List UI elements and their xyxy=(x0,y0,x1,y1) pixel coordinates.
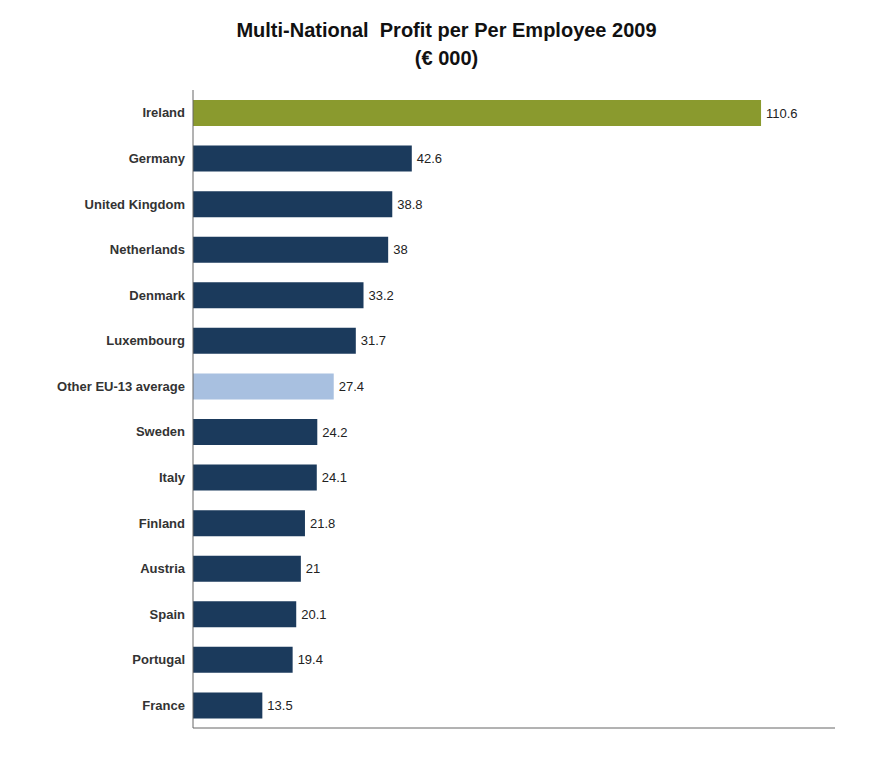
svg-text:Luxembourg: Luxembourg xyxy=(106,333,185,348)
svg-text:20.1: 20.1 xyxy=(301,607,326,622)
svg-text:Sweden: Sweden xyxy=(136,424,185,439)
svg-text:27.4: 27.4 xyxy=(339,379,364,394)
svg-text:Denmark: Denmark xyxy=(129,288,185,303)
svg-text:Austria: Austria xyxy=(140,561,186,576)
svg-text:24.2: 24.2 xyxy=(322,425,347,440)
svg-text:38: 38 xyxy=(393,242,407,257)
svg-text:Other EU-13 average: Other EU-13 average xyxy=(57,379,185,394)
svg-text:Finland: Finland xyxy=(139,516,185,531)
svg-text:13.5: 13.5 xyxy=(267,698,292,713)
svg-text:110.6: 110.6 xyxy=(766,106,798,121)
svg-text:33.2: 33.2 xyxy=(369,288,394,303)
svg-text:Germany: Germany xyxy=(129,151,186,166)
svg-text:Portugal: Portugal xyxy=(132,652,185,667)
svg-text:24.1: 24.1 xyxy=(322,470,347,485)
html-text:Multi-National Profit per Per: Multi-National Profit per Per Employee 2… xyxy=(236,19,657,41)
svg-text:Ireland: Ireland xyxy=(142,105,185,120)
svg-text:Italy: Italy xyxy=(159,470,186,485)
svg-text:42.6: 42.6 xyxy=(417,151,442,166)
svg-text:France: France xyxy=(142,698,185,713)
svg-text:21: 21 xyxy=(306,561,320,576)
svg-text:38.8: 38.8 xyxy=(397,197,422,212)
svg-text:Netherlands: Netherlands xyxy=(110,242,185,257)
svg-text:19.4: 19.4 xyxy=(298,652,323,667)
svg-text:United Kingdom: United Kingdom xyxy=(85,197,185,212)
html-text:(€ 000): (€ 000) xyxy=(414,47,479,69)
svg-text:Spain: Spain xyxy=(150,607,185,622)
svg-text:31.7: 31.7 xyxy=(361,333,386,348)
svg-text:21.8: 21.8 xyxy=(310,516,335,531)
